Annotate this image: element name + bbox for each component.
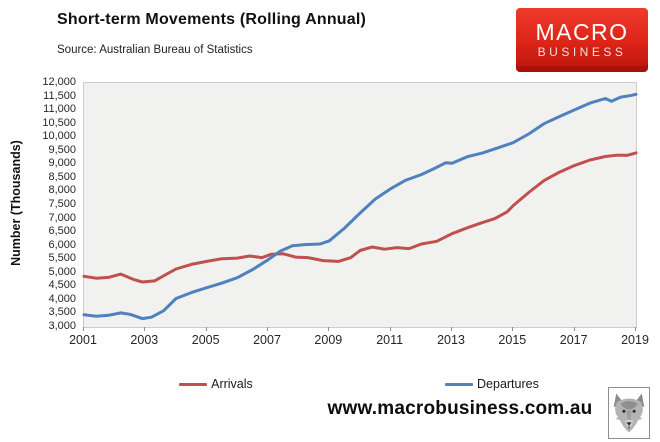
y-axis-tick-label: 7,000: [48, 211, 76, 224]
x-axis-tick-mark: [267, 327, 268, 331]
x-axis-tick-mark: [205, 327, 207, 331]
y-axis-tick-label: 4,000: [48, 292, 76, 305]
logo-text-business: BUSINESS: [537, 45, 627, 59]
wolf-head-drawing: [613, 393, 645, 433]
x-axis-tick-mark: [635, 327, 636, 331]
y-axis-tick-label: 10,500: [42, 116, 76, 129]
website-url: www.macrobusiness.com.au: [327, 398, 593, 419]
x-axis-tick-label: 2001: [69, 333, 97, 347]
legend-label-arrivals: Arrivals: [211, 377, 253, 391]
y-axis-tick-label: 4,500: [48, 279, 76, 292]
plot-area: [82, 82, 638, 328]
legend-label-departures: Departures: [477, 377, 539, 391]
legend-swatch-arrivals: [179, 382, 208, 386]
x-axis-tick-label: 2015: [498, 333, 527, 347]
x-axis-tick-label: 2017: [559, 333, 588, 347]
legend-item-departures: Departures: [445, 377, 539, 391]
x-axis-tick-label: 2019: [621, 333, 649, 347]
y-axis-tick-label: 12,000: [42, 76, 76, 88]
y-axis-tick-label: 9,000: [48, 157, 76, 170]
x-axis-tick-mark: [144, 327, 146, 331]
source-caption: Source: Australian Bureau of Statistics: [57, 44, 253, 56]
x-axis-tick-mark: [512, 327, 514, 331]
y-axis-tick-label: 8,500: [48, 170, 76, 183]
x-axis-tick-mark: [389, 327, 391, 331]
y-axis-tick-label: 10,000: [42, 130, 76, 143]
x-axis-tick-label: 2013: [437, 333, 465, 347]
x-axis-tick-mark: [83, 327, 84, 331]
logo-text-macro: MACRO: [535, 19, 629, 45]
y-axis-tick-label: 11,000: [43, 103, 76, 116]
y-axis-tick-label: 5,500: [48, 252, 76, 265]
x-axis-tick-mark: [573, 327, 575, 331]
x-axis-tick-label: 2011: [376, 333, 404, 347]
wolf-head-icon: [608, 387, 650, 439]
y-axis-tick-label: 9,500: [48, 143, 76, 156]
x-axis-tick-label: 2009: [314, 333, 343, 347]
legend-swatch-departures: [445, 382, 474, 386]
y-axis-tick-label: 7,500: [48, 198, 76, 210]
series-line-departures: [82, 92, 638, 321]
macrobusiness-logo: MACRO BUSINESS: [516, 8, 648, 72]
y-axis-tick-label: 3,500: [48, 306, 76, 319]
x-axis-tick-mark: [328, 327, 330, 331]
chart-legend: Arrivals Departures: [83, 375, 635, 393]
y-axis-tick-label: 5,000: [48, 265, 76, 278]
x-axis-tick-label: 2005: [191, 333, 220, 347]
x-axis-tick-mark: [451, 327, 452, 331]
y-axis-tick-label: 6,000: [48, 238, 76, 251]
series-line-arrivals: [82, 151, 638, 284]
legend-item-arrivals: Arrivals: [179, 377, 253, 391]
y-axis-tick-label: 3,000: [48, 320, 76, 332]
y-axis-tick-label: 11,500: [43, 89, 76, 102]
x-axis-tick-label: 2003: [130, 333, 159, 347]
y-axis-tick-label: 8,000: [48, 184, 76, 197]
y-axis-tick-label: 6,500: [48, 225, 76, 238]
line-chart-canvas: [82, 92, 638, 321]
page-title: Short-term Movements (Rolling Annual): [57, 11, 367, 28]
x-axis-tick-label: 2007: [253, 333, 281, 347]
